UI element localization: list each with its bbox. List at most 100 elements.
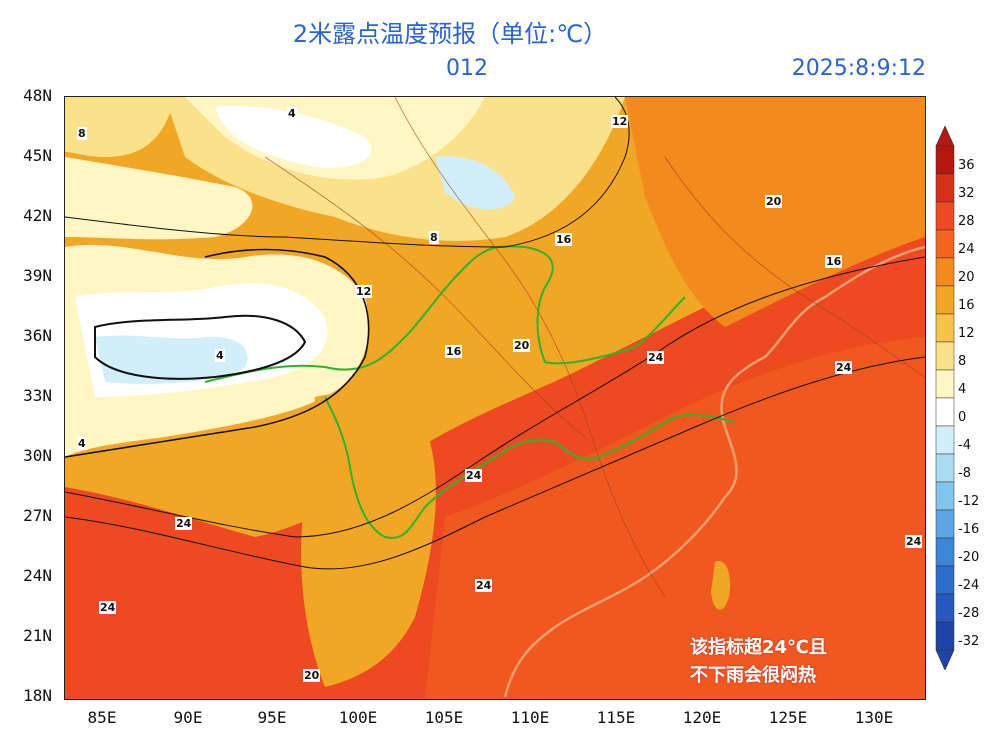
lat-label: 42N (23, 206, 52, 225)
colorbar-label: 8 (958, 354, 967, 369)
contour-label: 12 (611, 115, 629, 128)
contour-label: 4 (287, 107, 297, 120)
lat-label: 45N (23, 146, 52, 165)
lon-label: 85E (87, 708, 117, 727)
colorbar-cell (935, 313, 955, 343)
lat-label: 24N (23, 566, 52, 585)
colorbar-cell (935, 509, 955, 539)
contour-label: 24 (647, 351, 665, 364)
colorbar-cell (935, 369, 955, 399)
colorbar-label: 12 (958, 326, 975, 341)
coastline (503, 245, 925, 698)
colorbar-min-arrow (935, 649, 955, 670)
colorbar-label: 16 (958, 298, 975, 313)
yellow-river (204, 245, 686, 383)
colorbar-cell (935, 173, 955, 203)
northwest-band (65, 157, 253, 240)
contour-label: 24 (905, 535, 923, 548)
contour-label: 8 (77, 127, 87, 140)
north-white (215, 106, 372, 168)
colorbar-cell (935, 145, 955, 175)
taiwan-hill (711, 561, 731, 610)
lat-label: 39N (23, 266, 52, 285)
colorbar-cell (935, 397, 955, 427)
map-field (65, 97, 925, 699)
colorbar-label: -20 (958, 550, 980, 565)
contour-20 (65, 256, 925, 538)
colorbar-cell (935, 257, 955, 287)
contour-label: 8 (429, 231, 439, 244)
border-2 (264, 156, 586, 438)
yangtze-river (324, 396, 736, 539)
colorbar-max-arrow (935, 126, 955, 147)
contour-plateau (94, 314, 307, 380)
colorbar-cell (935, 621, 955, 651)
contour-label: 24 (99, 601, 117, 614)
lon-label: 125E (768, 708, 808, 727)
colorbar-label: -24 (958, 578, 980, 593)
valid-time: 2025:8:9:12 (791, 56, 926, 81)
colorbar-label: -32 (958, 634, 980, 649)
colorbar-cell (935, 341, 955, 371)
contour-label: 20 (513, 339, 531, 352)
annotation-line-1: 该指标超24℃且 (690, 637, 827, 658)
lat-label: 33N (23, 386, 52, 405)
heat-annotation: 该指标超24℃且 不下雨会很闷热 (690, 634, 827, 690)
colorbar-label: -12 (958, 494, 980, 509)
contour-label: 24 (175, 517, 193, 530)
border-3 (664, 156, 925, 378)
colorbar-label: 24 (958, 242, 975, 257)
colorbar-label: 32 (958, 186, 975, 201)
colorbar-label: -16 (958, 522, 980, 537)
contour-label: 20 (303, 669, 321, 682)
colorbar-label: 28 (958, 214, 975, 229)
contour-label: 20 (765, 195, 783, 208)
colorbar-cell (935, 229, 955, 259)
colorbar-label: 4 (958, 382, 967, 397)
contour-8 (65, 97, 630, 248)
colorbar-cell (935, 593, 955, 623)
lat-label: 48N (23, 86, 52, 105)
lon-label: 110E (510, 708, 550, 727)
lat-label: 18N (23, 686, 52, 705)
colorbar-cell (935, 285, 955, 315)
lat-label: 36N (23, 326, 52, 345)
west-strip (65, 97, 175, 157)
colorbar-cell (935, 201, 955, 231)
contour-label: 4 (77, 437, 87, 450)
contour-label: 24 (835, 361, 853, 374)
contour-label: 12 (355, 285, 373, 298)
contour-24 (65, 356, 925, 570)
contour-label: 4 (215, 349, 225, 362)
map-title: 2米露点温度预报（单位:℃） (292, 20, 608, 48)
contour-label: 24 (465, 469, 483, 482)
lon-label: 105E (424, 708, 464, 727)
contour-label: 16 (445, 345, 463, 358)
map-panel: 4 8 12 16 20 24 24 24 24 24 24 24 20 4 1… (64, 96, 926, 700)
colorbar-label: 36 (958, 158, 975, 173)
forecast-hour: 012 (446, 56, 488, 81)
lon-label: 130E (854, 708, 894, 727)
colorbar-cell (935, 565, 955, 595)
contour-4 (65, 248, 370, 458)
very-hot-region (425, 337, 925, 699)
lon-label: 95E (257, 708, 287, 727)
lat-label: 30N (23, 446, 52, 465)
lat-label: 27N (23, 506, 52, 525)
contour-label: 16 (555, 233, 573, 246)
colorbar-label: -28 (958, 606, 980, 621)
lon-label: 115E (596, 708, 636, 727)
lon-label: 90E (173, 708, 203, 727)
colorbar-label: -8 (958, 466, 971, 481)
lake-icy (435, 156, 515, 210)
lon-label: 100E (338, 708, 378, 727)
colorbar-cell (935, 453, 955, 483)
colorbar-label: 20 (958, 270, 975, 285)
colorbar-cell (935, 537, 955, 567)
colorbar (935, 126, 955, 670)
colorbar-label: 0 (958, 410, 967, 425)
contour-label: 16 (825, 255, 843, 268)
lon-label: 120E (682, 708, 722, 727)
colorbar-label: -4 (958, 438, 971, 453)
annotation-line-2: 不下雨会很闷热 (690, 665, 816, 686)
